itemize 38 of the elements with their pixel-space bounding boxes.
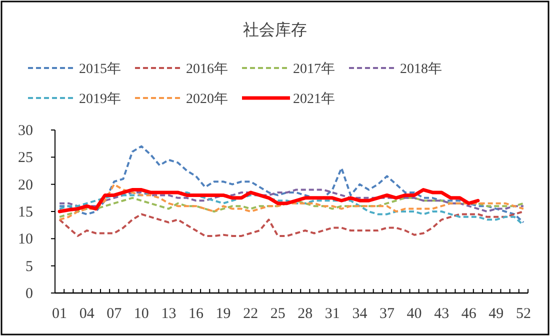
legend-label: 2021年: [293, 91, 335, 107]
chart-title: 社会库存: [243, 21, 307, 39]
line-series: [58, 145, 524, 224]
x-tick-label: 49: [488, 306, 504, 322]
x-tick-label: 22: [243, 306, 258, 322]
x-tick-label: 04: [79, 306, 95, 322]
x-tick-label: 37: [380, 306, 396, 322]
x-tick-label: 25: [270, 306, 286, 322]
y-tick-label: 10: [18, 232, 33, 248]
x-tick-label: 52: [516, 306, 531, 322]
legend-label: 2016年: [186, 61, 228, 77]
x-tick-label: 10: [134, 306, 149, 322]
x-tick-label: 13: [161, 306, 176, 322]
line-series: [58, 191, 524, 226]
x-tick-label: 16: [188, 306, 204, 322]
x-tick-label: 19: [216, 306, 231, 322]
y-tick-label: 20: [18, 177, 33, 194]
x-tick-label: 34: [352, 306, 368, 322]
y-tick-label: 5: [26, 258, 33, 275]
y-tick-label: 25: [18, 150, 33, 166]
x-tick-label: 31: [324, 306, 340, 322]
line-series: [58, 183, 524, 221]
x-tick-label: 28: [298, 306, 313, 322]
x-tick-label: 40: [406, 306, 422, 322]
y-tick-label: 15: [18, 204, 33, 220]
y-tick-label: 0: [26, 286, 33, 302]
x-tick-label: 43: [434, 306, 450, 322]
legend-label: 2020年: [186, 91, 228, 107]
x-tick-label: 07: [106, 306, 122, 322]
line-series: [58, 210, 524, 237]
line-series: [58, 196, 524, 218]
legend-label: 2017年: [293, 61, 335, 77]
legend-label: 2018年: [400, 61, 442, 77]
legend-label: 2019年: [79, 91, 121, 107]
x-tick-label: 01: [52, 306, 68, 322]
x-tick-label: 46: [461, 306, 477, 322]
legend-label: 2015年: [79, 61, 121, 77]
y-tick-label: 30: [18, 123, 33, 139]
